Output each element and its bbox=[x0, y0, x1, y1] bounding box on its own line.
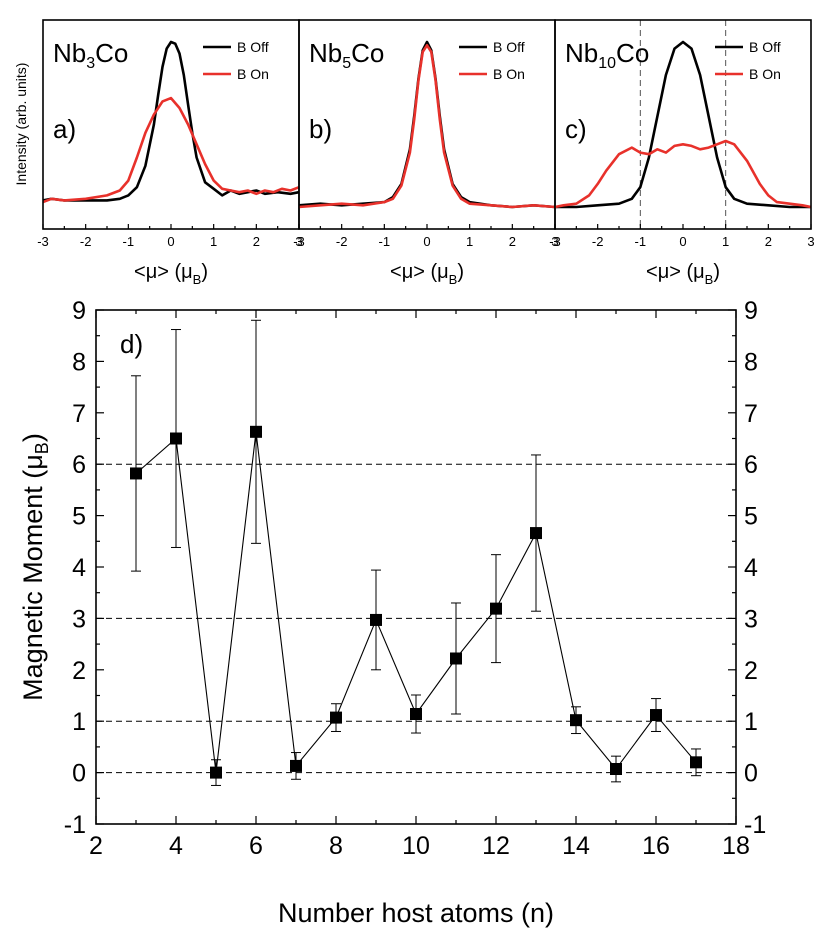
x-tick-label: 0 bbox=[167, 234, 174, 249]
x-tick-label: 2 bbox=[765, 234, 772, 249]
x-tick-label: -2 bbox=[80, 234, 92, 249]
x-tick-label: -1 bbox=[635, 234, 647, 249]
x-tick-label: 14 bbox=[562, 832, 590, 860]
data-point bbox=[170, 432, 182, 445]
panel-title: Nb10Co bbox=[565, 38, 649, 72]
data-point bbox=[130, 467, 142, 480]
x-axis-label: <μ> (μB) bbox=[390, 261, 464, 287]
x-tick-label: 1 bbox=[466, 234, 473, 249]
series-line-b-off bbox=[555, 40, 811, 209]
x-tick-label: 12 bbox=[482, 832, 510, 860]
panel-letter: b) bbox=[309, 114, 332, 144]
plot-frame bbox=[95, 309, 737, 825]
y-tick-label: 4 bbox=[72, 554, 86, 582]
data-point bbox=[570, 714, 582, 727]
y-tick-label: 9 bbox=[72, 297, 86, 325]
legend-label: B Off bbox=[493, 39, 525, 55]
y-tick-label: 0 bbox=[72, 760, 86, 788]
x-axis-label: Number host atoms (n) bbox=[278, 898, 554, 928]
data-point bbox=[410, 708, 422, 721]
data-point bbox=[690, 756, 702, 769]
data-point bbox=[490, 602, 502, 615]
y-tick-label: 3 bbox=[72, 605, 86, 633]
y-tick-label: 2 bbox=[72, 657, 86, 685]
y-tick-label: -1 bbox=[64, 811, 86, 839]
x-tick-label: 1 bbox=[722, 234, 729, 249]
x-tick-label: -1 bbox=[123, 234, 135, 249]
x-tick-label: 3 bbox=[807, 234, 814, 249]
panel-letter: c) bbox=[565, 114, 587, 144]
x-tick-label: -3 bbox=[549, 234, 561, 249]
data-point bbox=[330, 711, 342, 724]
panel-b: -3 -2 -1 0 1 2 3 Nb5Co b) B Off B On <μ> (μB) bbox=[293, 19, 559, 287]
x-tick-label: 2 bbox=[253, 234, 260, 249]
x-tick-label: 3 bbox=[295, 234, 302, 249]
series-line-b-on bbox=[554, 139, 812, 209]
x-tick-label: -3 bbox=[37, 234, 49, 249]
panel-a: -3 -2 -1 0 1 2 3 Nb3Co a) B Off B On <μ> (μB) bbox=[37, 19, 303, 287]
data-point bbox=[610, 763, 622, 776]
y-tick-label-right: 9 bbox=[744, 297, 758, 325]
y-tick-label-right: 1 bbox=[744, 708, 758, 736]
x-tick-label: 18 bbox=[722, 832, 750, 860]
x-tick-label: 2 bbox=[89, 832, 103, 860]
x-tick-label: 16 bbox=[642, 832, 670, 860]
x-tick-label: 10 bbox=[402, 832, 430, 860]
panel-title: Nb3Co bbox=[53, 38, 128, 72]
y-tick-label-right: 6 bbox=[744, 451, 758, 479]
x-tick-label: 0 bbox=[423, 234, 430, 249]
x-axis-label: <μ> (μB) bbox=[134, 261, 208, 287]
x-tick-label: 2 bbox=[509, 234, 516, 249]
x-tick-label: 6 bbox=[249, 832, 263, 860]
y-tick-label-right: 2 bbox=[744, 657, 758, 685]
legend-label: B Off bbox=[237, 39, 269, 55]
data-point bbox=[450, 652, 462, 665]
x-tick-label: 4 bbox=[169, 832, 183, 860]
y-tick-label: 8 bbox=[72, 348, 86, 376]
legend-label: B On bbox=[237, 66, 269, 82]
panel-d: 2 4 6 8 10 12 14 16 18-1 -10 01 12 23 34 45 56 67 78 89 9d)… bbox=[18, 297, 766, 928]
y-axis-label: Intensity (arb. units) bbox=[13, 63, 29, 186]
y-tick-label-right: 5 bbox=[744, 503, 758, 531]
y-tick-label-right: -1 bbox=[744, 811, 766, 839]
y-tick-label: 6 bbox=[72, 451, 86, 479]
y-tick-label-right: 4 bbox=[744, 554, 758, 582]
y-tick-label-right: 8 bbox=[744, 348, 758, 376]
data-point bbox=[250, 425, 262, 438]
series-line-b-on bbox=[42, 96, 300, 204]
data-point bbox=[530, 527, 542, 540]
x-tick-label: 1 bbox=[210, 234, 217, 249]
y-tick-label-right: 3 bbox=[744, 605, 758, 633]
y-tick-label-right: 0 bbox=[744, 760, 758, 788]
x-tick-label: -3 bbox=[293, 234, 305, 249]
x-tick-label: 3 bbox=[551, 234, 558, 249]
panel-letter: d) bbox=[120, 329, 143, 359]
panel-letter: a) bbox=[53, 114, 76, 144]
data-point bbox=[290, 759, 302, 772]
series-line-b-on bbox=[298, 43, 556, 209]
y-tick-label: 1 bbox=[72, 708, 86, 736]
x-axis-label: <μ> (μB) bbox=[646, 261, 720, 287]
x-tick-label: 0 bbox=[679, 234, 686, 249]
data-point bbox=[650, 709, 662, 722]
legend-label: B Off bbox=[749, 39, 781, 55]
legend-label: B On bbox=[493, 66, 525, 82]
y-axis-label: Magnetic Moment (μB) bbox=[18, 433, 52, 701]
x-tick-label: 8 bbox=[329, 832, 343, 860]
y-tick-label: 7 bbox=[72, 400, 86, 428]
y-tick-label-right: 7 bbox=[744, 400, 758, 428]
y-tick-label: 5 bbox=[72, 503, 86, 531]
x-tick-label: -2 bbox=[592, 234, 604, 249]
x-tick-label: -2 bbox=[336, 234, 348, 249]
legend-label: B On bbox=[749, 66, 781, 82]
data-point bbox=[370, 613, 382, 626]
series-line-b-off bbox=[42, 40, 300, 202]
data-point bbox=[210, 766, 222, 779]
panel-c: -3 -2 -1 0 1 2 3 Nb10Co c) B Off B On <μ> (μB) bbox=[549, 19, 815, 287]
x-tick-label: -1 bbox=[379, 234, 391, 249]
panel-title: Nb5Co bbox=[309, 38, 384, 72]
